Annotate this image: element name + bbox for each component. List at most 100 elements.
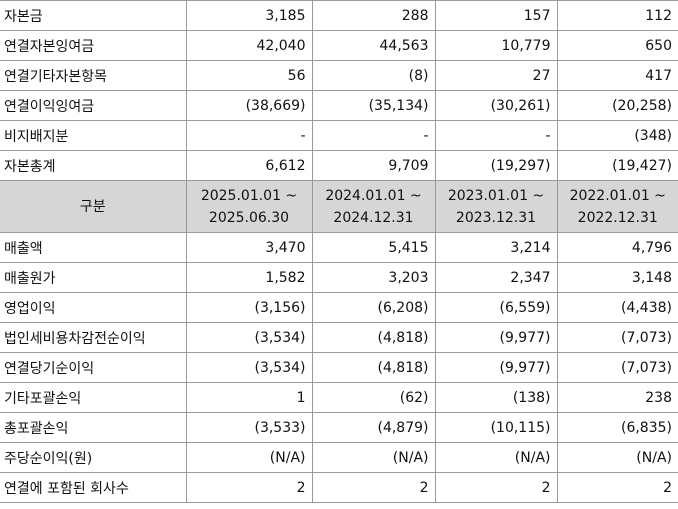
row-label: 연결기타자본항목 bbox=[0, 60, 187, 91]
cell-value: (38,669) bbox=[185, 90, 313, 121]
cell-value: (N/A) bbox=[311, 442, 436, 473]
cell-value: (20,258) bbox=[556, 90, 678, 121]
cell-value: 2 bbox=[556, 472, 678, 503]
cell-value: 3,203 bbox=[311, 262, 436, 293]
cell-value: (4,818) bbox=[311, 352, 436, 383]
period-start: 2022.01.01 ~ bbox=[569, 187, 666, 204]
table-row: 비지배지분 - - - (348) bbox=[0, 120, 678, 151]
period-start: 2023.01.01 ~ bbox=[447, 187, 545, 204]
period-header-row: 구분 2025.01.01 ~ 2025.06.30 2024.01.01 ~ … bbox=[0, 180, 678, 233]
cell-value: 3,185 bbox=[185, 0, 313, 31]
period-end: 2023.12.31 bbox=[455, 209, 537, 226]
row-label: 연결자본잉여금 bbox=[0, 30, 187, 61]
cell-value: (19,297) bbox=[434, 150, 558, 181]
cell-value: (8) bbox=[311, 60, 436, 91]
table-row: 기타포괄손익 1 (62) (138) 238 bbox=[0, 382, 678, 413]
cell-value: (3,533) bbox=[185, 412, 313, 443]
table-row: 주당순이익(원) (N/A) (N/A) (N/A) (N/A) bbox=[0, 442, 678, 473]
row-label: 법인세비용차감전순이익 bbox=[0, 322, 187, 353]
cell-value: 417 bbox=[556, 60, 678, 91]
cell-value: 1 bbox=[185, 382, 313, 413]
cell-value: (N/A) bbox=[434, 442, 558, 473]
cell-value: 1,582 bbox=[185, 262, 313, 293]
row-label: 연결당기순이익 bbox=[0, 352, 187, 383]
cell-value: (19,427) bbox=[556, 150, 678, 181]
cell-value: 2 bbox=[434, 472, 558, 503]
row-label: 매출액 bbox=[0, 232, 187, 263]
cell-value: 2 bbox=[311, 472, 436, 503]
table-row: 총포괄손익 (3,533) (4,879) (10,115) (6,835) bbox=[0, 412, 678, 443]
cell-value: 4,796 bbox=[556, 232, 678, 263]
cell-value: 2 bbox=[185, 472, 313, 503]
cell-value: (6,835) bbox=[556, 412, 678, 443]
cell-value: - bbox=[311, 120, 436, 151]
cell-value: (6,208) bbox=[311, 292, 436, 323]
cell-value: (10,115) bbox=[434, 412, 558, 443]
cell-value: 3,148 bbox=[556, 262, 678, 293]
row-label: 총포괄손익 bbox=[0, 412, 187, 443]
cell-value: 112 bbox=[556, 0, 678, 31]
cell-value: (138) bbox=[434, 382, 558, 413]
cell-value: (9,977) bbox=[434, 322, 558, 353]
cell-value: 42,040 bbox=[185, 30, 313, 61]
table-row: 법인세비용차감전순이익 (3,534) (4,818) (9,977) (7,0… bbox=[0, 322, 678, 353]
cell-value: 238 bbox=[556, 382, 678, 413]
cell-value: (30,261) bbox=[434, 90, 558, 121]
cell-value: (35,134) bbox=[311, 90, 436, 121]
table-row: 자본총계 6,612 9,709 (19,297) (19,427) bbox=[0, 150, 678, 181]
period-end: 2025.06.30 bbox=[208, 209, 290, 226]
cell-value: (N/A) bbox=[185, 442, 313, 473]
cell-value: (62) bbox=[311, 382, 436, 413]
cell-value: 27 bbox=[434, 60, 558, 91]
period-start: 2024.01.01 ~ bbox=[325, 187, 422, 204]
cell-value: (3,534) bbox=[185, 352, 313, 383]
cell-value: 288 bbox=[311, 0, 436, 31]
table-row: 연결에 포함된 회사수 2 2 2 2 bbox=[0, 472, 678, 503]
cell-value: (6,559) bbox=[434, 292, 558, 323]
row-label: 자본금 bbox=[0, 0, 187, 31]
cell-value: 9,709 bbox=[311, 150, 436, 181]
cell-value: (3,534) bbox=[185, 322, 313, 353]
period-header: 2025.01.01 ~ 2025.06.30 bbox=[185, 180, 313, 233]
table-row: 연결당기순이익 (3,534) (4,818) (9,977) (7,073) bbox=[0, 352, 678, 383]
table-row: 연결이익잉여금 (38,669) (35,134) (30,261) (20,2… bbox=[0, 90, 678, 121]
table-row: 연결기타자본항목 56 (8) 27 417 bbox=[0, 60, 678, 91]
cell-value: (348) bbox=[556, 120, 678, 151]
cell-value: 650 bbox=[556, 30, 678, 61]
row-label: 연결에 포함된 회사수 bbox=[0, 472, 187, 503]
row-label: 영업이익 bbox=[0, 292, 187, 323]
cell-value: (4,818) bbox=[311, 322, 436, 353]
cell-value: (N/A) bbox=[556, 442, 678, 473]
period-start: 2025.01.01 ~ bbox=[200, 187, 298, 204]
table-row: 영업이익 (3,156) (6,208) (6,559) (4,438) bbox=[0, 292, 678, 323]
table-row: 매출액 3,470 5,415 3,214 4,796 bbox=[0, 232, 678, 263]
period-end: 2024.12.31 bbox=[333, 209, 414, 226]
table-row: 매출원가 1,582 3,203 2,347 3,148 bbox=[0, 262, 678, 293]
row-label: 비지배지분 bbox=[0, 120, 187, 151]
cell-value: 5,415 bbox=[311, 232, 436, 263]
table-row: 자본금 3,185 288 157 112 bbox=[0, 0, 678, 31]
cell-value: (3,156) bbox=[185, 292, 313, 323]
cell-value: - bbox=[185, 120, 313, 151]
cell-value: 56 bbox=[185, 60, 313, 91]
cell-value: 3,214 bbox=[434, 232, 558, 263]
cell-value: 3,470 bbox=[185, 232, 313, 263]
row-label: 매출원가 bbox=[0, 262, 187, 293]
period-header: 2022.01.01 ~ 2022.12.31 bbox=[556, 180, 678, 233]
cell-value: 2,347 bbox=[434, 262, 558, 293]
cell-value: 10,779 bbox=[434, 30, 558, 61]
row-label: 기타포괄손익 bbox=[0, 382, 187, 413]
cell-value: (7,073) bbox=[556, 322, 678, 353]
cell-value: - bbox=[434, 120, 558, 151]
period-header: 2023.01.01 ~ 2023.12.31 bbox=[434, 180, 558, 233]
cell-value: (4,438) bbox=[556, 292, 678, 323]
row-label: 연결이익잉여금 bbox=[0, 90, 187, 121]
cell-value: (7,073) bbox=[556, 352, 678, 383]
cell-value: (9,977) bbox=[434, 352, 558, 383]
cell-value: 157 bbox=[434, 0, 558, 31]
period-header: 2024.01.01 ~ 2024.12.31 bbox=[311, 180, 436, 233]
row-label: 주당순이익(원) bbox=[0, 442, 187, 473]
cell-value: (4,879) bbox=[311, 412, 436, 443]
period-end: 2022.12.31 bbox=[577, 209, 658, 226]
